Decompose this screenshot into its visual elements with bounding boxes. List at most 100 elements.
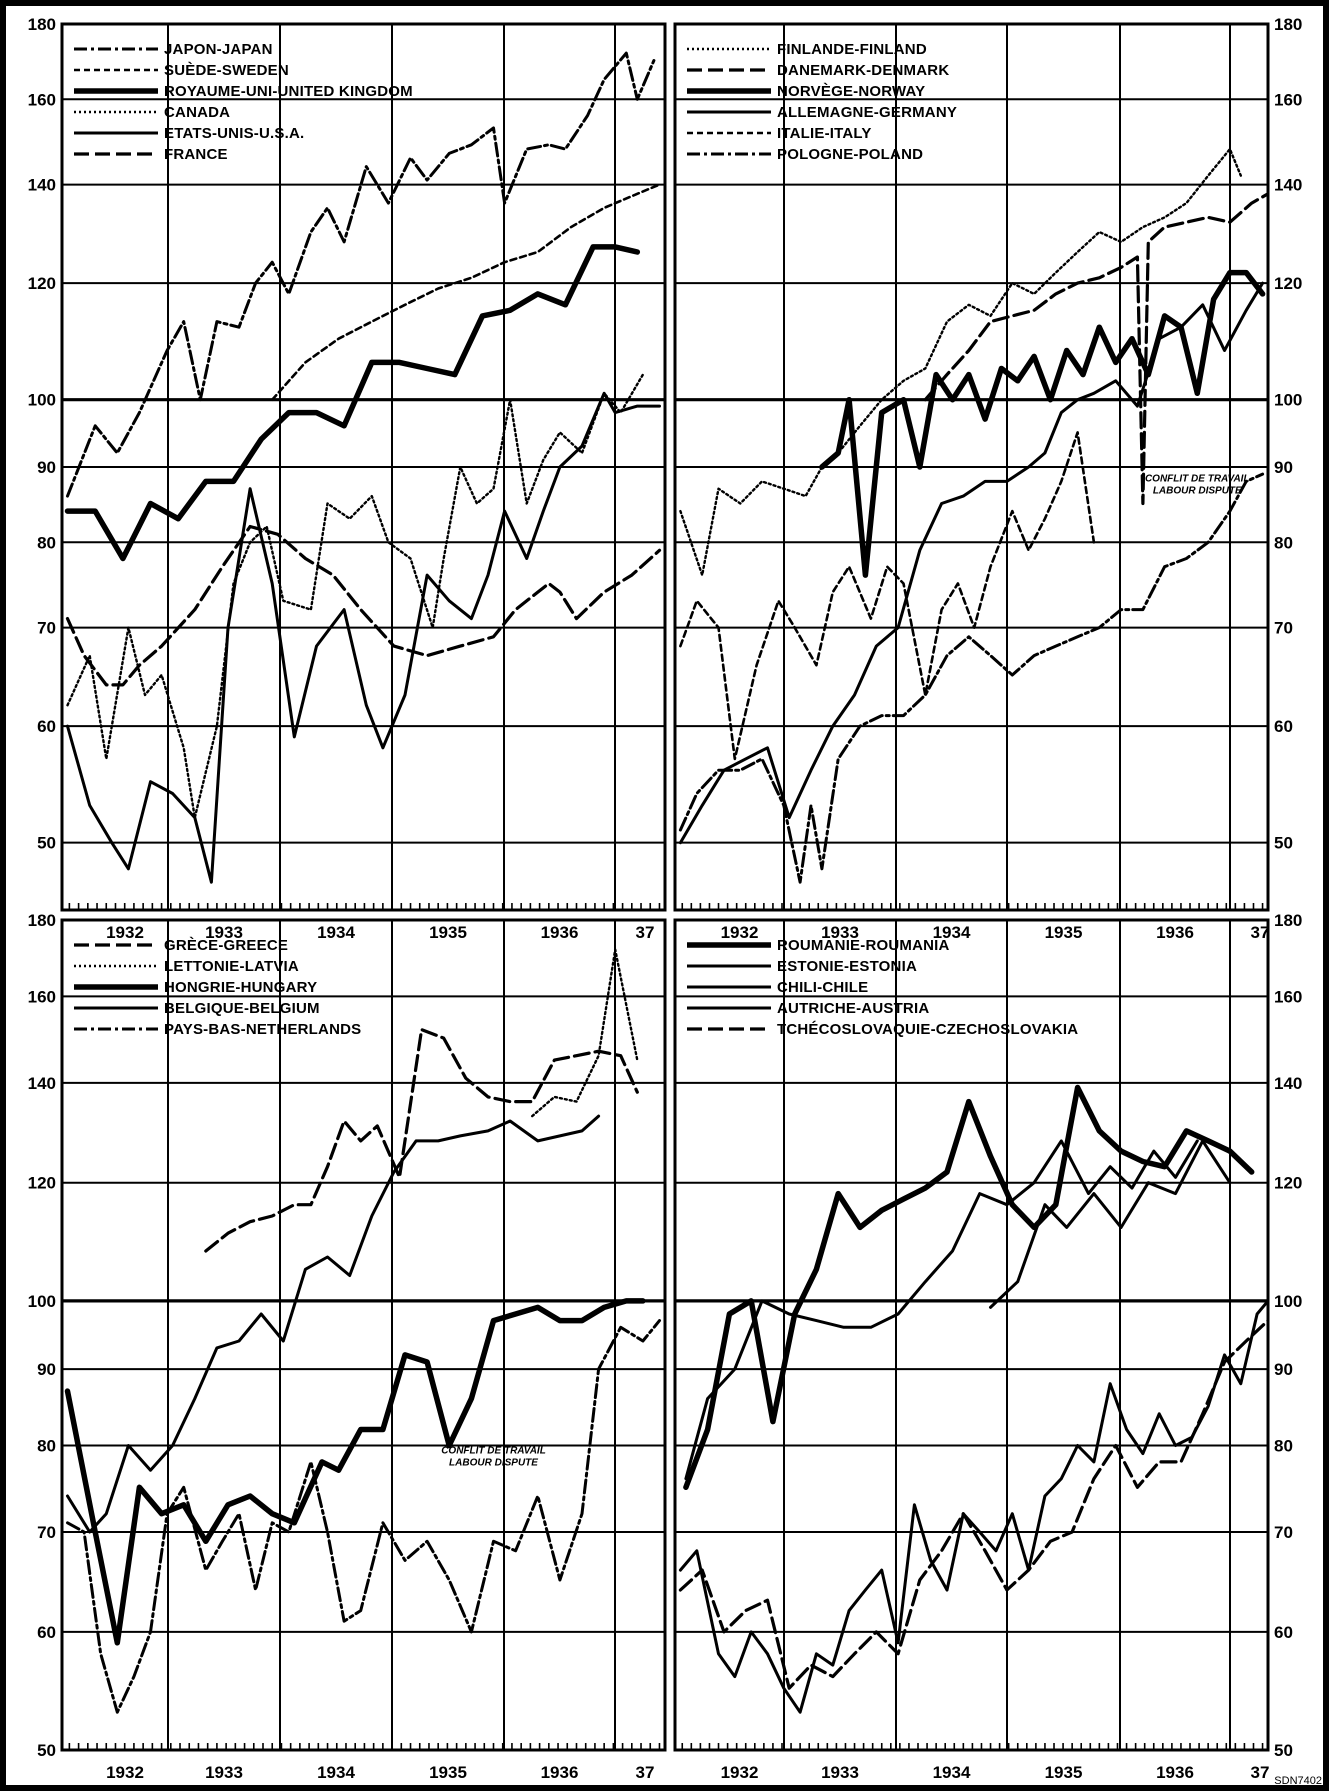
legend: ROUMANIE-ROUMANIA ESTONIE-ESTONIA CHILI-CH… [687, 937, 1078, 1038]
y-tick-label: 120 [1274, 1174, 1302, 1193]
y-tick-label: 50 [37, 1741, 56, 1760]
x-tick-label: 1932 [721, 923, 759, 942]
series-line-belgique-belgium [66, 1114, 601, 1534]
y-tick-label: 50 [37, 834, 56, 853]
series-line-autriche-austria [678, 1299, 1268, 1714]
y-tick-label: 120 [1274, 274, 1302, 293]
series-line-pologne-poland [678, 472, 1265, 884]
reference-code: SDN7402 [1274, 1775, 1322, 1787]
y-tick-label: 60 [1274, 1623, 1293, 1642]
series-line-roumanie-roumania [683, 1084, 1255, 1491]
series-line-italie-italy [679, 431, 1096, 761]
x-tick-label: 37 [1251, 923, 1270, 942]
legend-label: JAPON-JAPAN [164, 41, 273, 58]
series-line-canada [66, 373, 645, 819]
y-tick-label: 90 [37, 458, 56, 477]
x-tick-label: 1933 [205, 923, 243, 942]
legend-label: ROUMANIE-ROUMANIA [777, 937, 950, 954]
y-tick-label: 100 [1274, 1292, 1302, 1311]
legend-label: HONGRIE-HUNGARY [164, 979, 317, 996]
plot-frame [60, 918, 667, 1752]
y-tick-label: 60 [37, 1623, 56, 1642]
y-tick-label: 90 [1274, 1360, 1293, 1379]
legend-label: AUTRICHE-AUSTRIA [777, 1000, 929, 1017]
y-tick-label: 180 [1274, 911, 1302, 930]
y-tick-label: 180 [28, 15, 56, 34]
series-line-japon-japan [66, 51, 656, 498]
x-tick-label: 1933 [821, 923, 859, 942]
legend-label: CHILI-CHILE [777, 979, 868, 996]
series-line-allemagne-germany [678, 281, 1265, 845]
y-tick-label: 100 [1274, 391, 1302, 410]
y-tick-label: 80 [1274, 1436, 1293, 1455]
x-tick-label: 1936 [541, 923, 579, 942]
x-tick-label: 1933 [821, 1763, 859, 1782]
y-tick-label: 50 [1274, 1741, 1293, 1760]
legend-label: ESTONIE-ESTONIA [777, 958, 917, 975]
y-tick-label: 140 [28, 1074, 56, 1093]
legend-label: LETTONIE-LATVIA [164, 958, 299, 975]
plot-frame [673, 918, 1270, 1752]
series-lines [64, 51, 662, 884]
series-line-suede-sweden [270, 183, 661, 402]
series-line-danemark-denmark [923, 192, 1268, 506]
legend-label: TCHÉCOSLOVAQUIE-CZECHOSLOVAKIA [777, 1021, 1078, 1038]
legend-label: POLOGNE-POLAND [777, 146, 923, 163]
series-line-france [65, 524, 662, 687]
x-tick-label: 37 [636, 923, 655, 942]
series-line-tchecoslovaquie-czechoslovakia [678, 1318, 1268, 1690]
legend-label: FINLANDE-FINLAND [777, 41, 927, 58]
y-tick-label: 100 [28, 391, 56, 410]
annotation-line-1: CONFLIT DE TRAVAIL [1145, 473, 1250, 484]
legend: JAPON-JAPAN SUÈDE-SWEDEN ROYAUME-UNI-UNITE… [74, 41, 413, 163]
y-tick-label: 160 [28, 987, 56, 1006]
series-line-lettonie-latvia [531, 948, 639, 1118]
legend: FINLANDE-FINLAND DANEMARK-DENMARK NORVÈGE-… [687, 41, 957, 163]
legend-label: BELGIQUE-BELGIUM [164, 1000, 320, 1017]
legend-label: ROYAUME-UNI-UNITED KINGDOM [164, 83, 413, 100]
legend: GRÈCE-GREECE LETTONIE-LATVIA HONGRIE-HUNGA… [74, 937, 361, 1038]
y-tick-label: 140 [1274, 176, 1302, 195]
legend-label: DANEMARK-DENMARK [777, 62, 949, 79]
y-tick-label: 160 [1274, 987, 1302, 1006]
y-tick-label: 160 [28, 90, 56, 109]
x-tick-label: 37 [636, 1763, 655, 1782]
y-tick-label: 180 [28, 911, 56, 930]
series-line-grece-greece [204, 1027, 639, 1253]
series-line-estonie-estonia [989, 1139, 1232, 1309]
y-tick-label: 70 [37, 619, 56, 638]
legend-label: ITALIE-ITALY [777, 125, 872, 142]
series-line-finlande-finland [679, 147, 1243, 577]
y-tick-label: 160 [1274, 90, 1302, 109]
series-line-royaume-uni-united-kingdom [64, 244, 641, 562]
series-line-chili-chile [684, 1139, 1199, 1481]
y-tick-label: 90 [1274, 458, 1293, 477]
series-line-etats-unis-u-s-a [66, 391, 661, 884]
x-tick-label: 1934 [317, 1763, 355, 1782]
y-tick-label: 50 [1274, 834, 1293, 853]
y-tick-label: 80 [37, 1436, 56, 1455]
x-tick-label: 1933 [205, 1763, 243, 1782]
series-lines [678, 147, 1268, 884]
y-tick-label: 100 [28, 1292, 56, 1311]
y-tick-label: 180 [1274, 15, 1302, 34]
chart-panel-bottom-left: 50 60 70 80 90 100 120 140 160 180 1932 1933 1934 193… [28, 911, 667, 1782]
y-tick-label: 140 [28, 176, 56, 195]
y-tick-label: 70 [1274, 1523, 1293, 1542]
series-lines [678, 1084, 1268, 1714]
x-tick-label: 1934 [933, 1763, 971, 1782]
x-tick-label: 1932 [721, 1763, 759, 1782]
x-tick-label: 37 [1251, 1763, 1270, 1782]
series-line-hongrie-hungary [64, 1298, 646, 1646]
y-tick-label: 60 [37, 717, 56, 736]
y-tick-label: 120 [28, 274, 56, 293]
x-tick-label: 1935 [429, 1763, 467, 1782]
series-lines [64, 948, 661, 1714]
legend-label: NORVÈGE-NORWAY [777, 83, 925, 100]
y-tick-label: 120 [28, 1174, 56, 1193]
x-tick-label: 1936 [541, 1763, 579, 1782]
y-tick-label: 90 [37, 1360, 56, 1379]
x-tick-label: 1936 [1156, 923, 1194, 942]
chart-panel-top-right: 50 60 70 80 90 100 120 140 160 180 1932 1933 1934 193… [673, 15, 1302, 942]
